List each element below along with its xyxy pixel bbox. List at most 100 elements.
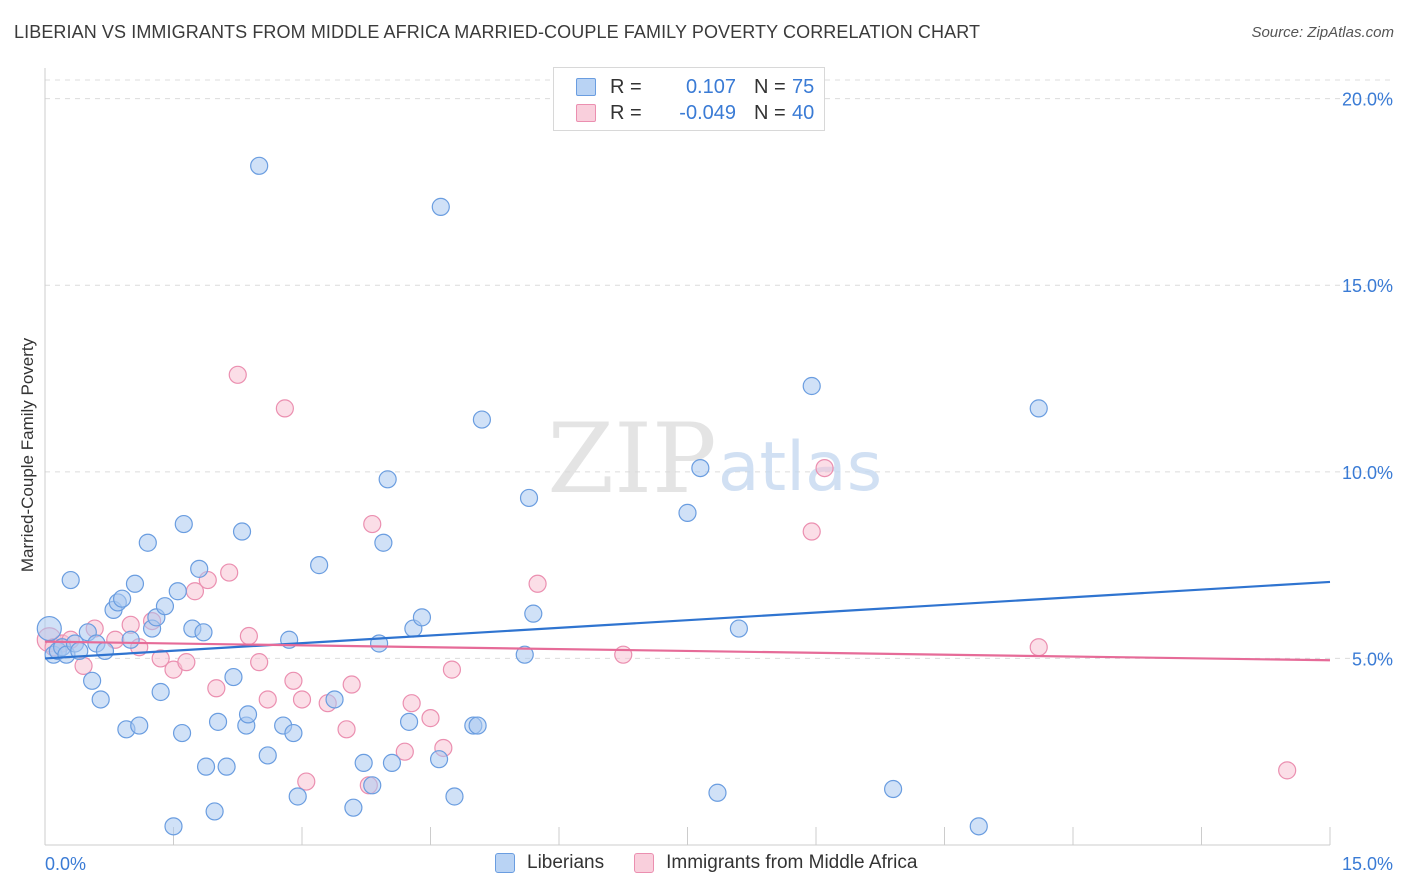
liberian-point: [691, 458, 710, 478]
liberians-legend-swatch: [495, 853, 515, 873]
immigrant-point: [802, 522, 821, 541]
liberian-point: [168, 582, 187, 601]
liberian-point: [472, 410, 491, 429]
liberian-point: [138, 533, 157, 552]
immigrants-trend-line: [44, 640, 1331, 662]
liberian-point: [969, 817, 988, 836]
stats-row-immigrants: R = -0.049 N = 40: [576, 101, 814, 125]
series-legend: Liberians Immigrants from Middle Africa: [495, 852, 947, 874]
liberians-swatch: [576, 78, 596, 96]
stats-legend: R = 0.107 N = 75 R = -0.049 N = 40: [553, 67, 825, 131]
liberian-point: [217, 757, 236, 776]
x-tick-label: 0.0%: [45, 854, 86, 874]
liberian-point: [250, 156, 269, 175]
liberian-point: [354, 753, 373, 773]
liberian-point: [172, 723, 192, 743]
watermark-zip: ZIP: [547, 403, 716, 515]
liberian-point: [125, 574, 145, 593]
watermark-atlas: atlas: [718, 428, 882, 507]
immigrant-point: [250, 653, 269, 672]
liberian-point: [174, 514, 193, 534]
r-label: R =: [610, 75, 642, 98]
immigrant-point: [337, 720, 356, 739]
liberian-point: [729, 619, 749, 638]
liberian-point: [378, 470, 397, 489]
liberian-point: [325, 690, 344, 709]
liberian-point: [36, 615, 62, 642]
immigrant-point: [177, 653, 196, 672]
liberian-point: [382, 753, 402, 773]
y-tick-label: 20.0%: [1342, 90, 1393, 110]
r-value: 0.107: [685, 75, 736, 98]
x-tick-label: 15.0%: [1342, 854, 1393, 874]
liberian-point: [205, 802, 224, 821]
liberian-point: [515, 645, 534, 664]
axis-layer: [44, 68, 1331, 846]
liberian-point: [284, 723, 303, 743]
n-value: 75: [792, 75, 815, 98]
liberian-point: [288, 787, 307, 806]
liberian-point: [468, 716, 487, 735]
liberians-points: [36, 156, 1048, 836]
liberian-point: [61, 570, 80, 590]
immigrants-swatch: [576, 104, 596, 122]
liberian-point: [224, 667, 243, 687]
source-attribution: Source: ZipAtlas.com: [1251, 24, 1394, 41]
r-value: -0.049: [679, 101, 736, 124]
liberian-point: [883, 779, 903, 799]
liberian-point: [363, 776, 382, 795]
immigrant-point: [402, 694, 421, 713]
y-tick-label: 10.0%: [1342, 463, 1393, 483]
liberian-point: [83, 671, 102, 690]
liberian-point: [190, 559, 209, 578]
liberian-point: [310, 556, 329, 575]
immigrant-point: [207, 679, 226, 698]
y-tick-label: 15.0%: [1342, 276, 1393, 296]
immigrant-point: [228, 365, 247, 384]
immigrant-point: [239, 626, 258, 646]
chart-title: LIBERIAN VS IMMIGRANTS FROM MIDDLE AFRIC…: [14, 22, 981, 42]
liberian-point: [429, 750, 449, 769]
immigrant-point: [363, 514, 382, 534]
stats-row-liberians: R = 0.107 N = 75: [576, 75, 814, 99]
immigrant-point: [1029, 638, 1048, 657]
liberian-point: [238, 705, 258, 724]
r-label: R =: [610, 101, 642, 124]
liberians-trend-line: [44, 580, 1331, 660]
liberian-point: [208, 712, 228, 731]
liberian-point: [708, 783, 727, 802]
liberian-point: [374, 533, 393, 552]
immigrant-point: [275, 399, 294, 418]
liberian-point: [91, 690, 110, 709]
immigrant-point: [342, 675, 361, 694]
liberian-point: [232, 522, 252, 541]
y-tick-label: 5.0%: [1352, 649, 1393, 669]
immigrant-point: [258, 690, 277, 709]
liberian-point: [431, 197, 450, 216]
liberian-point: [678, 503, 697, 522]
n-value: 40: [792, 101, 815, 124]
liberian-point: [151, 682, 170, 702]
liberian-point: [1029, 399, 1048, 418]
liberian-point: [164, 817, 183, 836]
immigrant-point: [151, 649, 170, 668]
liberian-point: [155, 597, 175, 616]
n-label: N =: [754, 101, 786, 124]
liberian-point: [95, 641, 115, 661]
immigrant-point: [528, 574, 547, 593]
immigrants-legend-swatch: [634, 853, 655, 873]
immigrant-point: [442, 660, 462, 679]
liberian-point: [344, 798, 363, 817]
liberian-point: [802, 376, 821, 396]
immigrant-point: [614, 645, 633, 664]
liberian-point: [519, 488, 539, 508]
liberian-point: [399, 712, 419, 731]
immigrant-point: [292, 690, 312, 709]
immigrant-point: [284, 671, 303, 690]
liberian-point: [445, 787, 464, 806]
tick-labels: 5.0% 10.0% 15.0% 20.0% 0.0% 15.0%: [45, 90, 1393, 874]
liberian-point: [524, 604, 543, 623]
liberian-point: [258, 746, 277, 765]
immigrant-point: [74, 656, 93, 675]
